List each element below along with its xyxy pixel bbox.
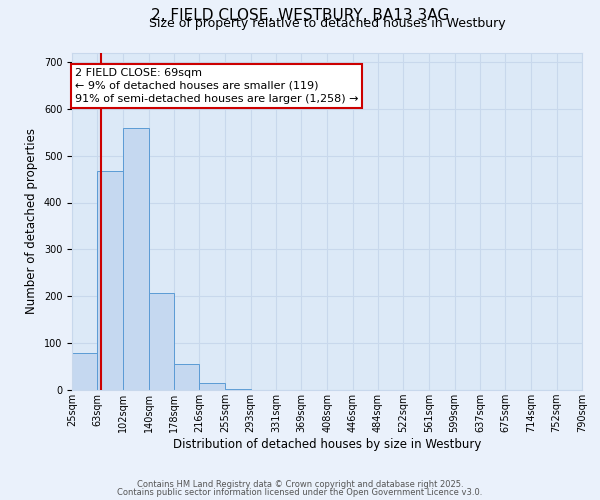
Text: 2 FIELD CLOSE: 69sqm
← 9% of detached houses are smaller (119)
91% of semi-detac: 2 FIELD CLOSE: 69sqm ← 9% of detached ho…: [74, 68, 358, 104]
Title: Size of property relative to detached houses in Westbury: Size of property relative to detached ho…: [149, 18, 505, 30]
Text: Contains public sector information licensed under the Open Government Licence v3: Contains public sector information licen…: [118, 488, 482, 497]
Bar: [124, 128, 149, 390]
Bar: [199, 384, 226, 390]
Bar: [174, 364, 199, 390]
Y-axis label: Number of detached properties: Number of detached properties: [25, 128, 38, 314]
Text: 2, FIELD CLOSE, WESTBURY, BA13 3AG: 2, FIELD CLOSE, WESTBURY, BA13 3AG: [151, 8, 449, 22]
Bar: [149, 294, 174, 390]
X-axis label: Distribution of detached houses by size in Westbury: Distribution of detached houses by size …: [173, 438, 481, 451]
Bar: [226, 388, 251, 390]
Bar: [72, 354, 97, 390]
Text: Contains HM Land Registry data © Crown copyright and database right 2025.: Contains HM Land Registry data © Crown c…: [137, 480, 463, 489]
Bar: [97, 171, 124, 390]
